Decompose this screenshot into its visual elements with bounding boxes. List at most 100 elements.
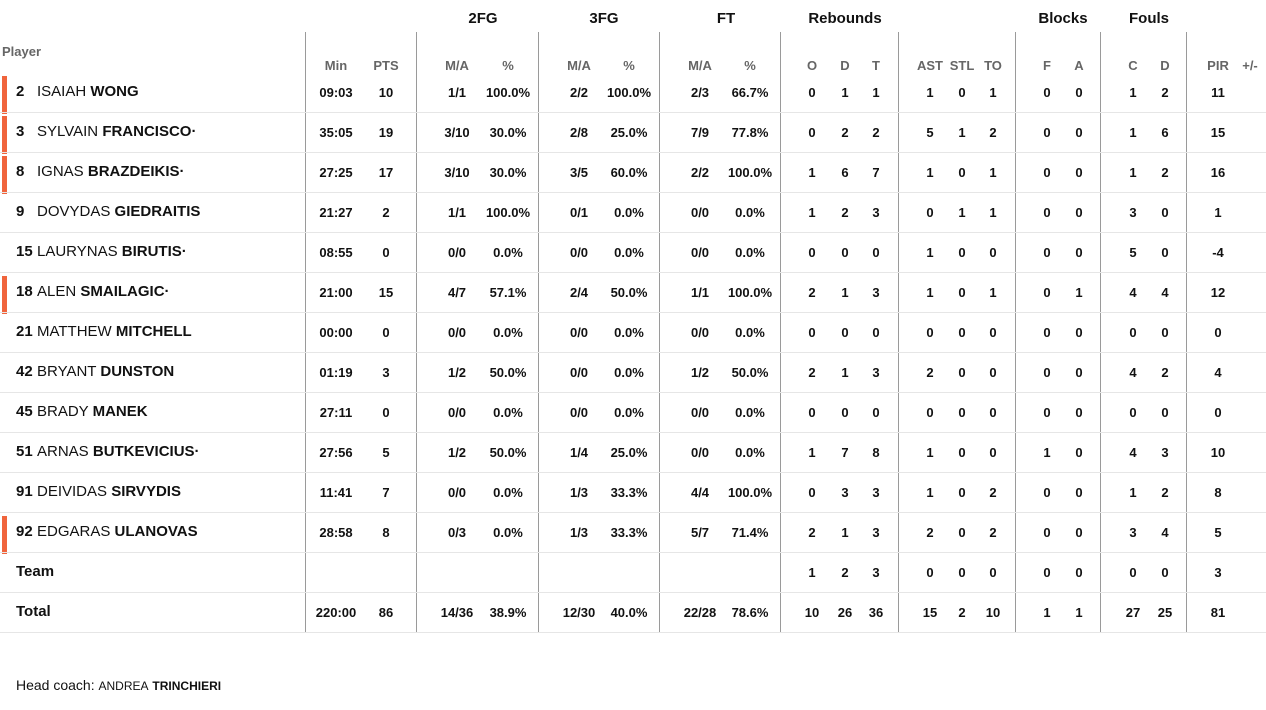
- stat-ft-ma: 5/7: [690, 525, 710, 540]
- table-row[interactable]: 8 IGNAS BRAZDEIKIS· 27:25 17 3/10 30.0% 3/5 60.…: [0, 152, 1266, 194]
- column-divider: [538, 32, 539, 632]
- stat-min: 01:19: [319, 365, 353, 380]
- player-name[interactable]: ISAIAH WONG: [37, 83, 139, 100]
- stat-reb-d: 1: [841, 285, 849, 300]
- stat-fg2-pct: 30.0%: [489, 125, 527, 140]
- table-row[interactable]: 51 ARNAS BUTKEVICIUS· 27:56 5 1/2 50.0% 1/4 25.…: [0, 432, 1266, 472]
- stat-foul-c: 5: [1129, 245, 1137, 260]
- stat-blk-a: 0: [1075, 205, 1083, 220]
- stat-foul-d: 2: [1161, 165, 1169, 180]
- subheader-ft-pct: %: [744, 58, 756, 73]
- player-name[interactable]: DEIVIDAS SIRVYDIS: [37, 483, 181, 500]
- player-last-name: BRAZDEIKIS·: [87, 163, 185, 180]
- stat-reb-d: 1: [841, 365, 849, 380]
- player-name[interactable]: LAURYNAS BIRUTIS·: [37, 243, 187, 260]
- stat-reb-d: 0: [841, 325, 849, 340]
- stat-blk-f: 0: [1043, 325, 1051, 340]
- stat-pts: 17: [378, 165, 394, 180]
- table-row[interactable]: 3 SYLVAIN FRANCISCO· 35:05 19 3/10 30.0% 2/8 25…: [0, 112, 1266, 154]
- stat-blk-f: 0: [1043, 125, 1051, 140]
- stat-min: 27:56: [319, 445, 353, 460]
- stat-fg2-ma: 3/10: [444, 165, 470, 180]
- stat-reb-d: 3: [841, 485, 849, 500]
- column-divider: [780, 32, 781, 632]
- subheader-fg2-pct: %: [502, 58, 514, 73]
- player-name[interactable]: BRYANT DUNSTON: [37, 363, 174, 380]
- stat-ft-pct: 0.0%: [735, 445, 765, 460]
- stat-stl: 1: [958, 125, 966, 140]
- stat-reb-t: 3: [872, 205, 880, 220]
- stat-foul-c: 3: [1129, 205, 1137, 220]
- stat-to: 2: [989, 525, 997, 540]
- player-name[interactable]: MATTHEW MITCHELL: [37, 323, 192, 340]
- player-first-name: BRADY: [37, 403, 89, 420]
- stat-pir: 4: [1214, 365, 1222, 380]
- player-last-name: DUNSTON: [100, 363, 175, 380]
- stat-min: 27:11: [319, 405, 353, 420]
- player-name[interactable]: ALEN SMAILAGIC·: [37, 283, 170, 300]
- subheader-min: Min: [324, 58, 348, 73]
- stat-stl: 0: [958, 565, 966, 580]
- player-name[interactable]: SYLVAIN FRANCISCO·: [37, 123, 196, 140]
- stat-fg3-pct: 33.3%: [610, 525, 648, 540]
- table-row[interactable]: 92 EDGARAS ULANOVAS 28:58 8 0/3 0.0% 1/3 33.3% 5…: [0, 512, 1266, 554]
- row-divider: [0, 632, 1266, 633]
- header-rebounds: Rebounds: [808, 10, 882, 27]
- column-divider: [1186, 32, 1187, 632]
- stat-min: 27:25: [319, 165, 353, 180]
- starter-indicator: [2, 156, 7, 194]
- table-row[interactable]: 15 LAURYNAS BIRUTIS· 08:55 0 0/0 0.0% 0/0 0.0% 0…: [0, 232, 1266, 272]
- stat-fg3-ma: 0/1: [569, 205, 589, 220]
- stat-ft-pct: 100.0%: [727, 485, 773, 500]
- stat-reb-d: 2: [841, 205, 849, 220]
- player-last-name: MITCHELL: [115, 323, 192, 340]
- player-name[interactable]: EDGARAS ULANOVAS: [37, 523, 198, 540]
- subheader-pir: PIR: [1207, 58, 1229, 73]
- stat-fg2-ma: 0/0: [447, 405, 467, 420]
- player-first-name: IGNAS: [37, 163, 84, 180]
- stat-fg3-pct: 0.0%: [614, 245, 644, 260]
- table-row[interactable]: 2 ISAIAH WONG 09:03 10 1/1 100.0% 2/2 100.0% 2/3…: [0, 72, 1266, 114]
- stat-fg3-pct: 0.0%: [614, 205, 644, 220]
- stat-fg3-ma: 0/0: [569, 325, 589, 340]
- stat-reb-o: 0: [808, 325, 816, 340]
- table-row[interactable]: 9 DOVYDAS GIEDRAITIS 21:27 2 1/1 100.0% 0/1 0.0…: [0, 192, 1266, 232]
- stat-to: 0: [989, 365, 997, 380]
- stat-fg2-pct: 0.0%: [493, 405, 523, 420]
- player-name[interactable]: DOVYDAS GIEDRAITIS: [37, 203, 200, 220]
- stat-blk-f: 1: [1043, 605, 1051, 620]
- stat-reb-o: 2: [808, 365, 816, 380]
- player-name[interactable]: ARNAS BUTKEVICIUS·: [37, 443, 200, 460]
- player-name[interactable]: BRADY MANEK: [37, 403, 148, 420]
- player-last-name: MANEK: [92, 403, 148, 420]
- stat-to: 0: [989, 405, 997, 420]
- stat-fg2-ma: 1/2: [447, 445, 467, 460]
- stat-fg3-ma: 1/3: [569, 525, 589, 540]
- table-row[interactable]: 45 BRADY MANEK 27:11 0 0/0 0.0% 0/0 0.0% 0/0 0.0%…: [0, 392, 1266, 432]
- stat-ft-pct: 66.7%: [731, 85, 769, 100]
- stat-ast: 5: [926, 125, 934, 140]
- stat-fg3-ma: 3/5: [569, 165, 589, 180]
- stat-ft-ma: 0/0: [690, 445, 710, 460]
- player-name[interactable]: IGNAS BRAZDEIKIS·: [37, 163, 185, 180]
- stat-min: 21:27: [319, 205, 353, 220]
- stat-fg2-pct: 50.0%: [489, 445, 527, 460]
- table-row[interactable]: 91 DEIVIDAS SIRVYDIS 11:41 7 0/0 0.0% 1/3 33.3%…: [0, 472, 1266, 512]
- stat-foul-d: 0: [1161, 205, 1169, 220]
- table-row[interactable]: 42 BRYANT DUNSTON 01:19 3 1/2 50.0% 0/0 0.0% 1/2…: [0, 352, 1266, 392]
- stat-to: 2: [989, 485, 997, 500]
- stat-reb-o: 0: [808, 125, 816, 140]
- subheader-stl: STL: [949, 58, 975, 73]
- stat-reb-o: 1: [808, 205, 816, 220]
- table-row[interactable]: 21 MATTHEW MITCHELL 00:00 0 0/0 0.0% 0/0 0.0% 0/…: [0, 312, 1266, 352]
- row-divider: [0, 152, 1266, 153]
- stat-foul-c: 27: [1125, 605, 1141, 620]
- stat-ft-ma: 0/0: [690, 325, 710, 340]
- stat-pir: 16: [1210, 165, 1226, 180]
- player-first-name: ARNAS: [37, 443, 89, 460]
- stat-blk-a: 0: [1075, 365, 1083, 380]
- row-divider: [0, 592, 1266, 593]
- stat-pts: 0: [382, 245, 390, 260]
- stat-ft-ma: 2/2: [690, 165, 710, 180]
- table-row[interactable]: 18 ALEN SMAILAGIC· 21:00 15 4/7 57.1% 2/4 50.0%…: [0, 272, 1266, 314]
